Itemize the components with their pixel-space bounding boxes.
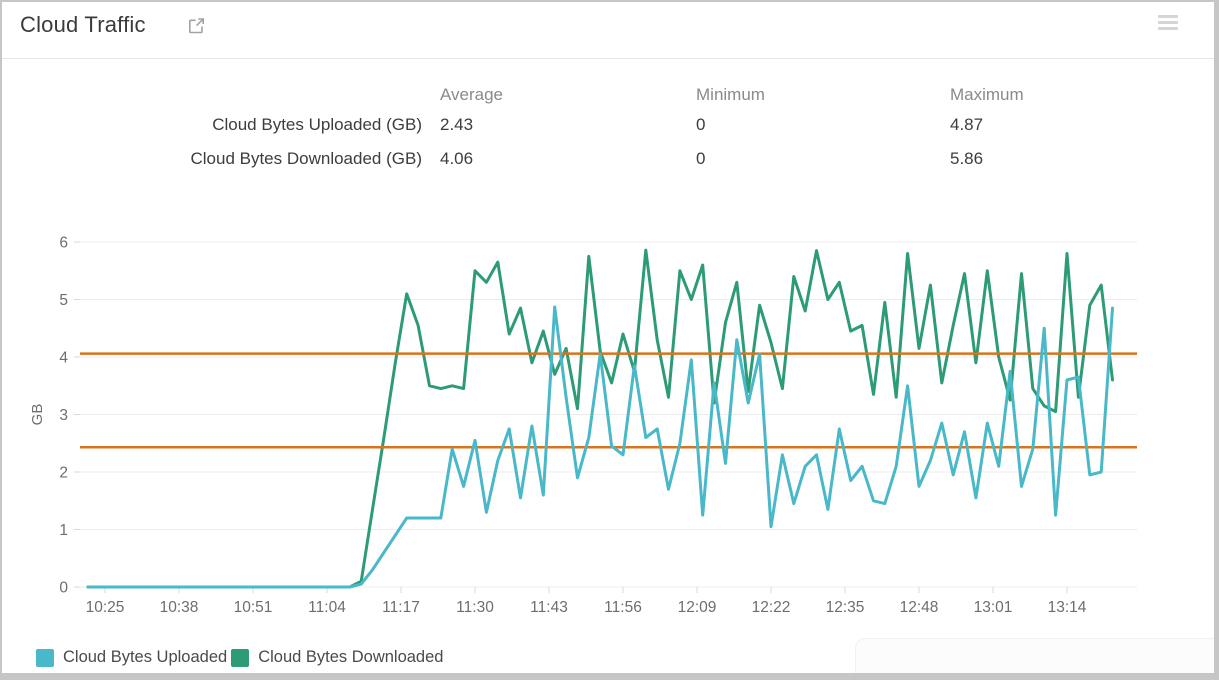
external-link-icon[interactable]	[188, 17, 205, 34]
x-tick-label: 10:38	[160, 599, 199, 616]
y-tick-label: 5	[59, 292, 68, 309]
uploaded-average: 2.43	[440, 115, 474, 134]
hamburger-menu-icon[interactable]	[1158, 15, 1178, 30]
table-row-downloaded: Cloud Bytes Downloaded (GB) 4.06 0 5.86	[2, 142, 1214, 176]
y-tick-label: 3	[59, 407, 68, 424]
x-tick-label: 12:09	[678, 599, 717, 616]
row-label-uploaded: Cloud Bytes Uploaded (GB)	[212, 115, 422, 134]
legend-swatch	[36, 648, 54, 667]
x-tick-label: 11:30	[456, 599, 494, 616]
y-tick-label: 4	[59, 350, 68, 367]
x-tick-label: 12:35	[826, 599, 865, 616]
legend-label: Cloud Bytes Downloaded	[258, 648, 444, 666]
row-label-downloaded: Cloud Bytes Downloaded (GB)	[190, 149, 422, 168]
x-tick-label: 13:14	[1048, 599, 1087, 616]
legend-label: Cloud Bytes Uploaded	[63, 648, 228, 666]
x-tick-label: 13:01	[974, 599, 1013, 616]
page-title: Cloud Traffic	[20, 12, 146, 37]
column-average: Average	[440, 85, 504, 104]
downloaded-average: 4.06	[440, 149, 474, 168]
chart-legend: Cloud Bytes Uploaded Cloud Bytes Download…	[36, 648, 447, 667]
uploaded-maximum: 4.87	[950, 115, 984, 134]
y-axis-title: GB	[29, 404, 46, 426]
x-tick-label: 11:43	[530, 599, 568, 616]
y-tick-label: 2	[59, 465, 68, 482]
downloaded-series-line	[86, 248, 1114, 589]
legend-item-uploaded[interactable]: Cloud Bytes Uploaded	[36, 648, 227, 667]
x-tick-label: 11:04	[308, 599, 346, 616]
downloaded-maximum: 5.86	[950, 149, 984, 168]
x-tick-label: 10:51	[234, 599, 273, 616]
y-tick-label: 6	[59, 235, 68, 252]
uploaded-series-line	[86, 305, 1114, 589]
y-tick-label: 0	[59, 580, 68, 597]
table-row-uploaded: Cloud Bytes Uploaded (GB) 2.43 0 4.87	[2, 108, 1214, 142]
x-tick-label: 11:17	[382, 599, 420, 616]
header-divider	[2, 58, 1214, 59]
hover-panel	[855, 638, 1214, 673]
x-tick-label: 10:25	[86, 599, 125, 616]
traffic-line-chart[interactable]: 0 1 2 3 4 5 6 10:25 10:38 10:51 11:04 11:17 11:30 11:…	[2, 230, 1219, 630]
stats-header-row: Average Minimum Maximum	[2, 82, 1214, 108]
y-tick-label: 1	[59, 522, 68, 539]
downloaded-minimum: 0	[696, 149, 706, 168]
x-tick-label: 12:48	[900, 599, 939, 616]
column-maximum: Maximum	[950, 85, 1024, 104]
column-minimum: Minimum	[696, 85, 765, 104]
legend-item-downloaded[interactable]: Cloud Bytes Downloaded	[231, 648, 443, 667]
x-tick-label: 11:56	[604, 599, 642, 616]
legend-swatch	[231, 648, 250, 667]
stats-table: Average Minimum Maximum Cloud Bytes Uplo…	[2, 82, 1214, 176]
x-tick-label: 12:22	[752, 599, 791, 616]
uploaded-minimum: 0	[696, 115, 706, 134]
